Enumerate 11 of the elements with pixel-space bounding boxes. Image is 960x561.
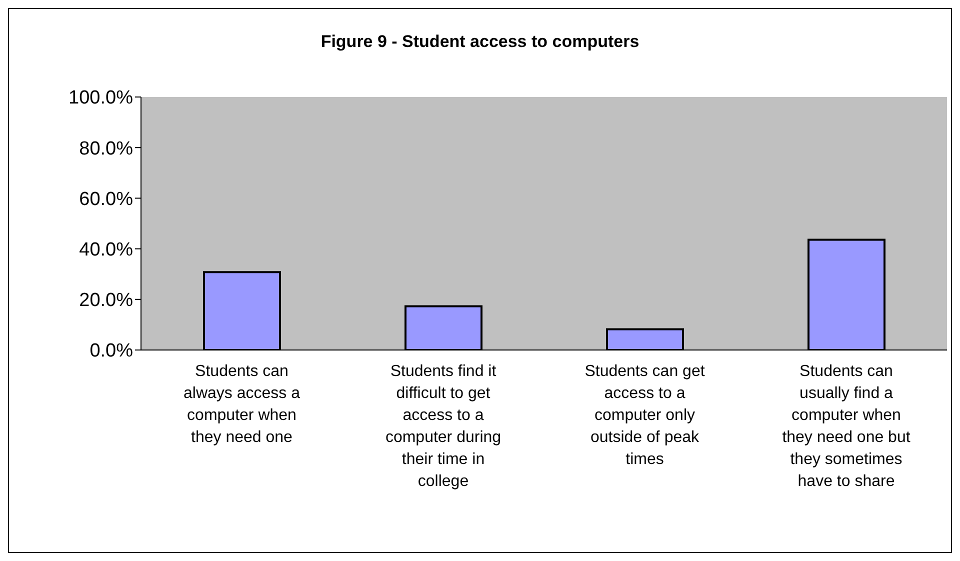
- y-tick-label: 20.0%: [79, 290, 134, 312]
- y-tick-label: 60.0%: [79, 188, 134, 210]
- chart-title: Figure 9 - Student access to computers: [320, 31, 640, 53]
- x-tick-label: Students can get access to a computer only outside of peak times: [584, 363, 706, 468]
- x-tick-label: Students find it difficult to get access to a computer during their time in college: [385, 363, 502, 490]
- x-tick-label: Students can always access a computer when they need one: [184, 363, 300, 446]
- x-tick-label: Students can usually find a computer when they need one but they sometimes have to share: [782, 363, 911, 490]
- y-tick-label: 80.0%: [79, 138, 134, 160]
- y-tick-label: 100.0%: [68, 88, 134, 109]
- y-tick-label: 40.0%: [79, 240, 134, 261]
- y-tick-label: 0.0%: [90, 340, 134, 362]
